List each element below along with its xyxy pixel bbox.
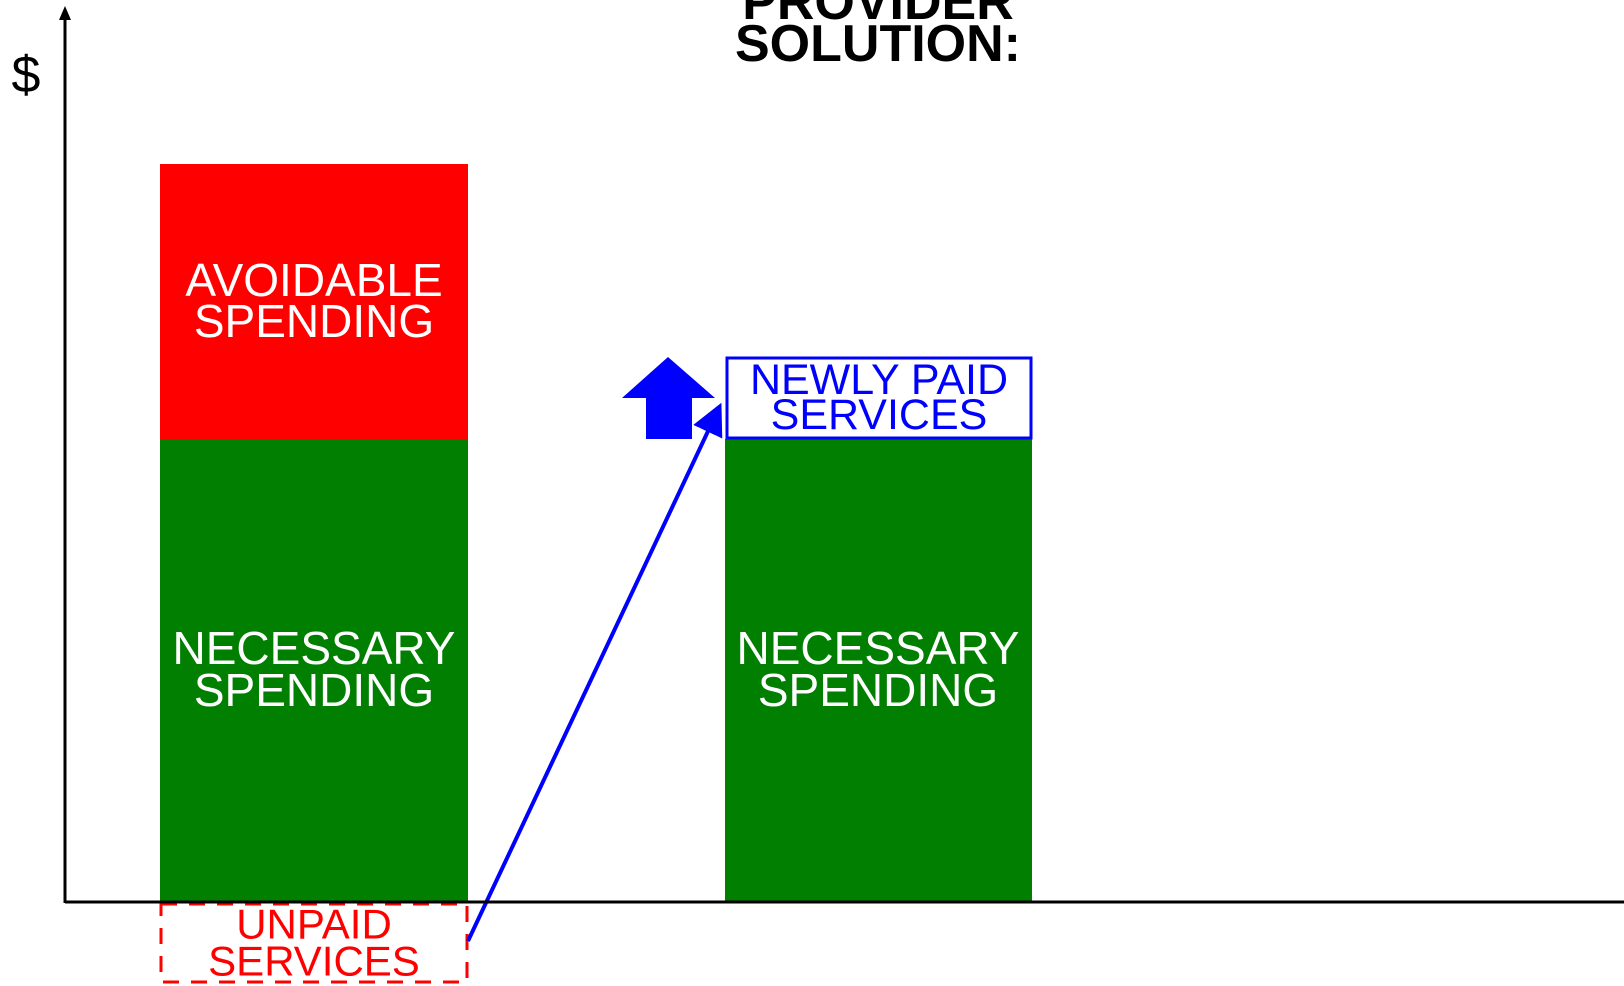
segment-label: SPENDING [194, 664, 434, 716]
title-line: SOLUTION: [735, 15, 1021, 73]
newly-paid-label: SERVICES [771, 391, 988, 439]
necessary-segment [160, 439, 468, 901]
avoidable-segment [160, 164, 468, 440]
segment-label: NECESSARY [737, 622, 1020, 674]
newly-paid-box [725, 356, 1033, 440]
unpaid-label: SERVICES [208, 938, 420, 985]
segment-label: AVOIDABLE [185, 254, 442, 306]
segment-label: NECESSARY [173, 622, 456, 674]
unpaid-label: UNPAID [236, 901, 392, 948]
necessary-segment [725, 439, 1032, 901]
up-arrow [622, 357, 715, 439]
axis-label: $ [12, 46, 41, 104]
segment-label: SPENDING [194, 295, 434, 347]
unpaid-box [159, 902, 469, 984]
y-axis-arrow [59, 6, 71, 20]
shift-arrow [466, 402, 723, 942]
segment-label: SPENDING [758, 664, 998, 716]
newly-paid-label: NEWLY PAID [750, 356, 1008, 404]
title-line: PROVIDER [742, 0, 1014, 31]
